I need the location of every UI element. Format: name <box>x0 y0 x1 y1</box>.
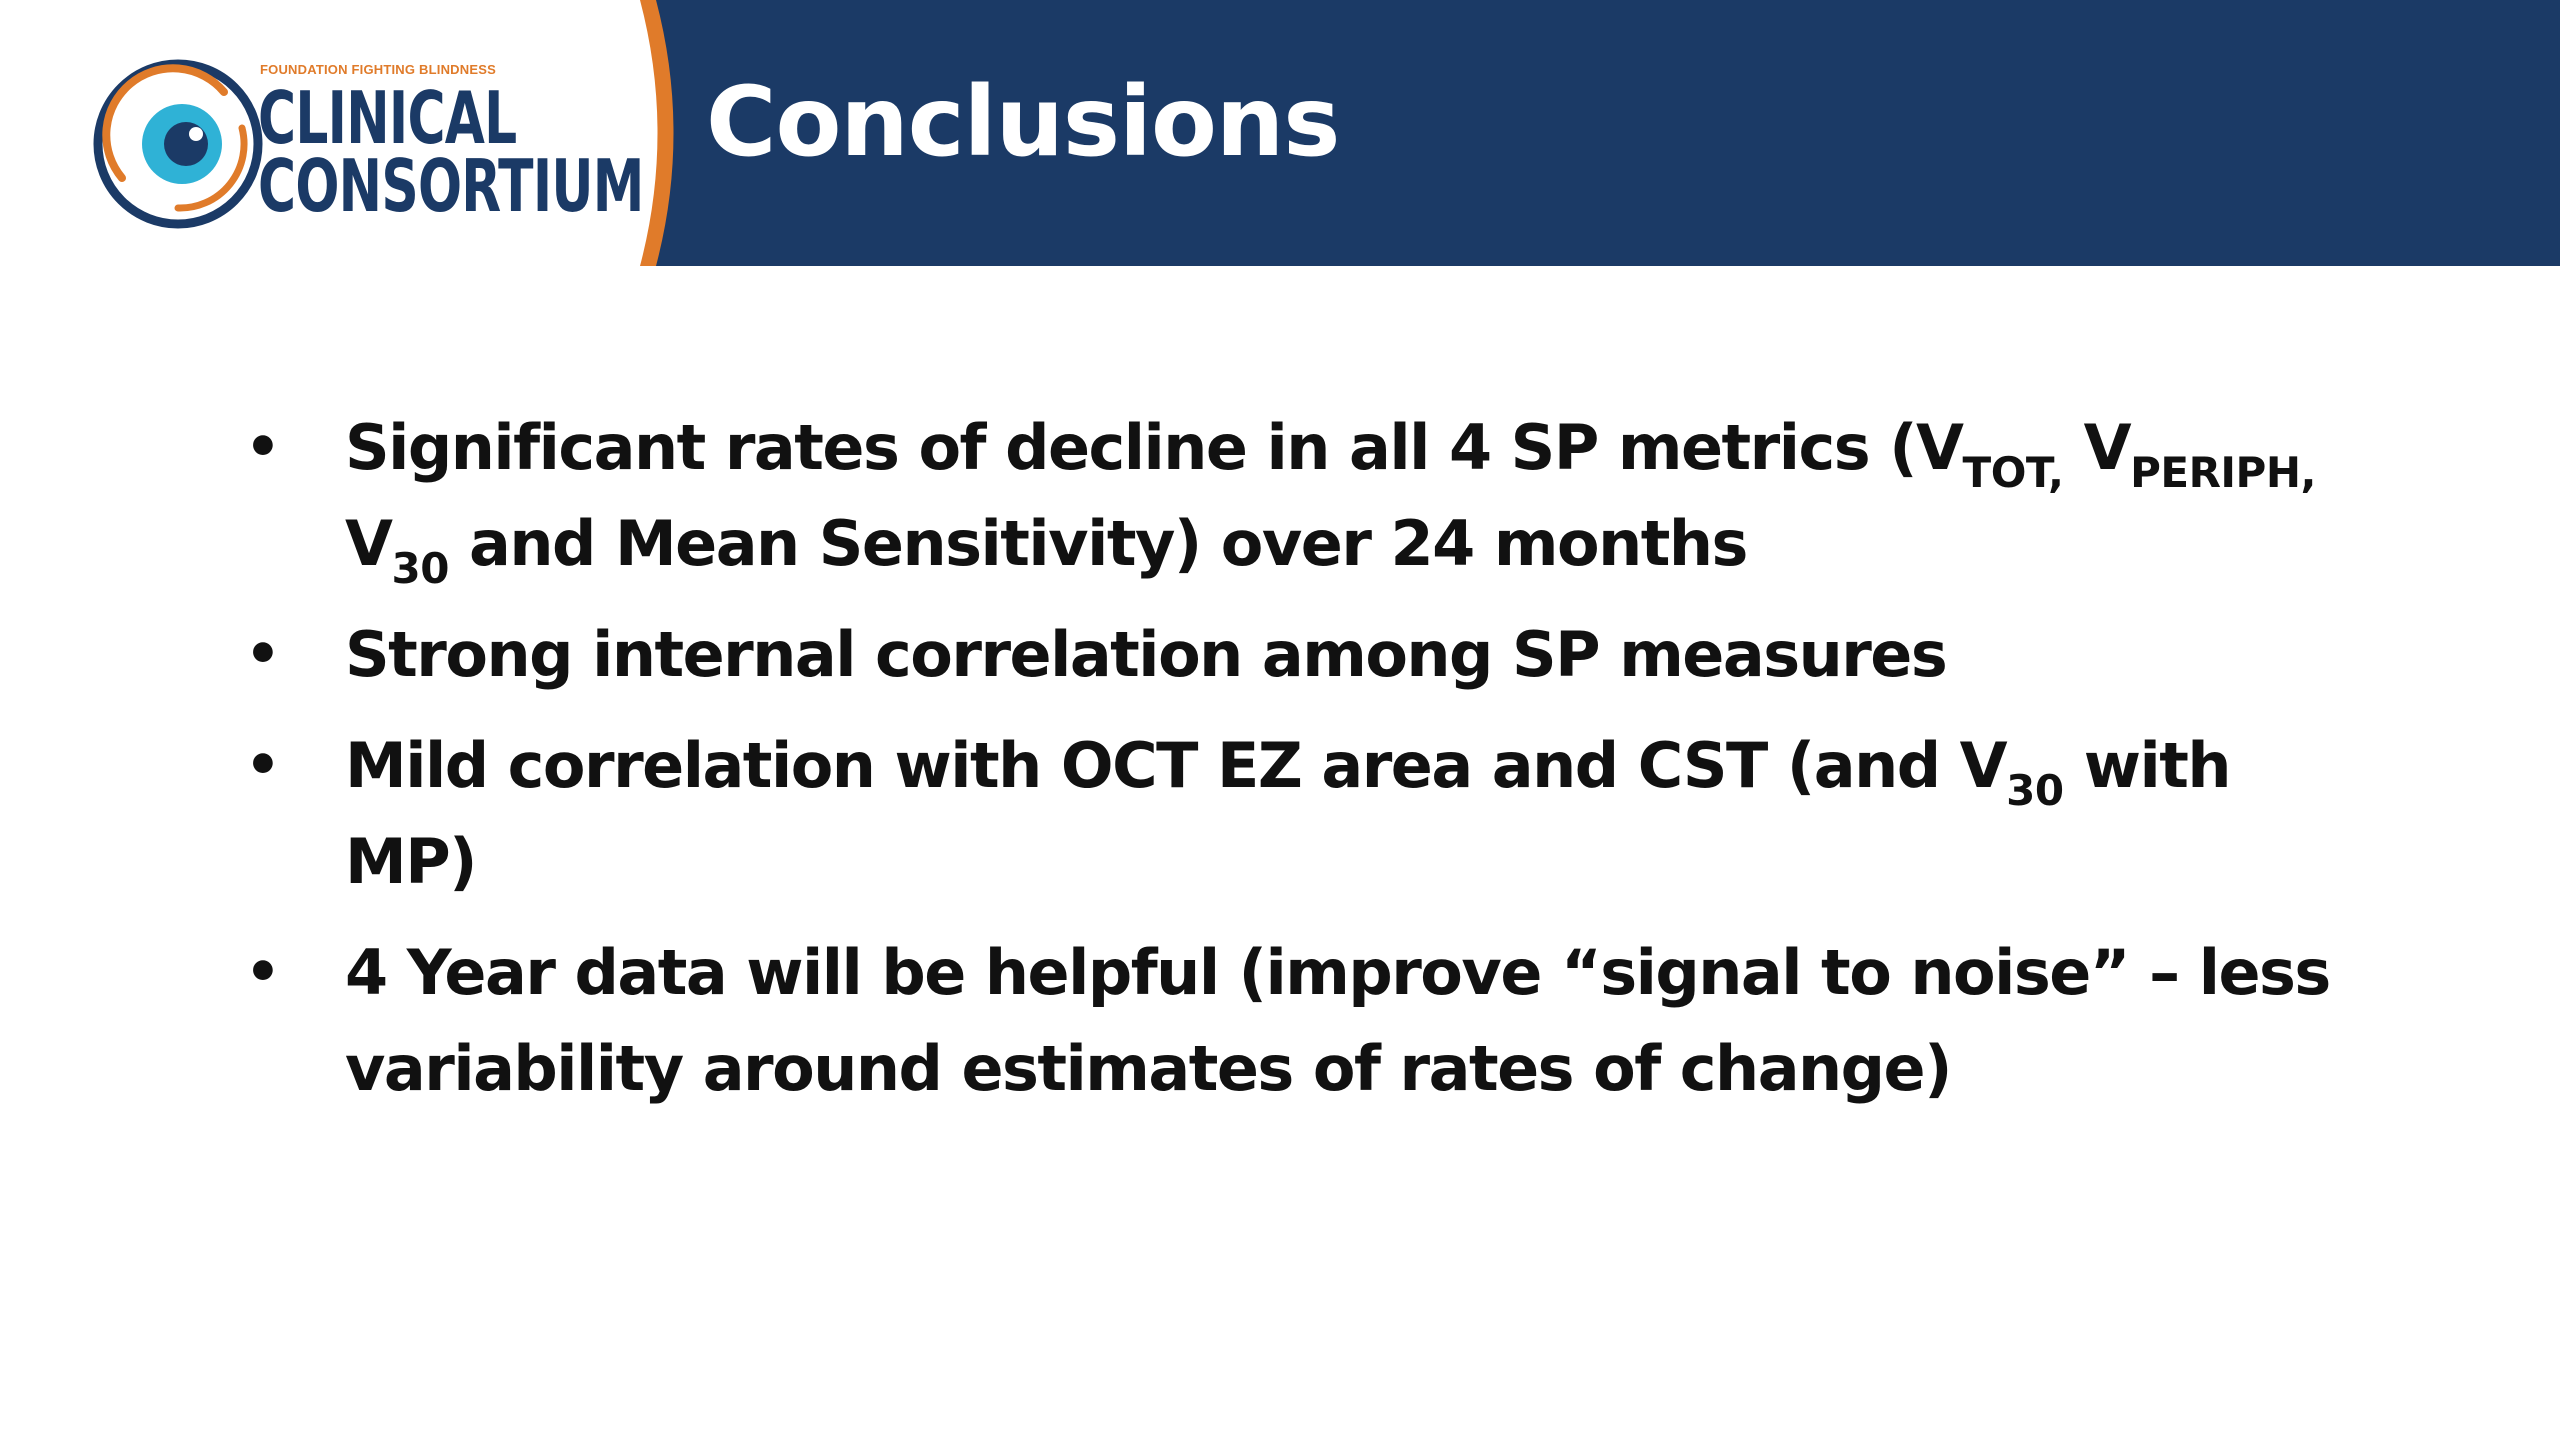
bullet-text: Mild correlation with OCT EZ area and CS… <box>345 729 2008 802</box>
bullet-point-icon: • <box>245 622 281 687</box>
logo-tagline: FOUNDATION FIGHTING BLINDNESS <box>260 62 496 77</box>
slide-title: Conclusions <box>706 66 1340 178</box>
bullet-point-icon: • <box>245 415 281 480</box>
bullet-text: Strong internal correlation among SP mea… <box>345 618 1948 691</box>
bullet-item-four-year-data: • 4 Year data will be helpful (improve “… <box>245 925 2345 1117</box>
bullet-item-rates-of-decline: • Significant rates of decline in all 4 … <box>245 400 2345 593</box>
header-banner: FOUNDATION FIGHTING BLINDNESS CLINICAL C… <box>0 0 2560 266</box>
eye-icon <box>93 59 263 229</box>
bullet-point-icon: • <box>245 733 281 798</box>
bullet-text: Significant rates of decline in all 4 SP… <box>345 411 1964 484</box>
clinical-consortium-logo: FOUNDATION FIGHTING BLINDNESS CLINICAL C… <box>92 52 644 242</box>
subscript-30: 30 <box>2006 766 2064 815</box>
logo-text-clinical: CLINICAL <box>258 76 517 160</box>
bullet-text: V <box>345 507 393 580</box>
bullet-item-mild-correlation: • Mild correlation with OCT EZ area and … <box>245 718 2345 910</box>
bullet-item-internal-correlation: • Strong internal correlation among SP m… <box>245 607 2345 703</box>
subscript-tot: TOT, <box>1962 448 2064 497</box>
bullet-text: with MP) <box>345 729 2232 898</box>
bullet-text: and Mean Sensitivity) over 24 months <box>448 507 1748 580</box>
banner-background <box>640 0 2560 266</box>
bullet-point-icon: • <box>245 940 281 1005</box>
bullet-text: 4 Year data will be helpful (improve “si… <box>345 936 2331 1105</box>
bullet-text: V <box>2063 411 2132 484</box>
subscript-periph: PERIPH, <box>2130 448 2316 497</box>
subscript-30: 30 <box>391 544 449 593</box>
bullet-list: • Significant rates of decline in all 4 … <box>0 380 2560 1280</box>
logo-text-consortium: CONSORTIUM <box>258 144 644 228</box>
